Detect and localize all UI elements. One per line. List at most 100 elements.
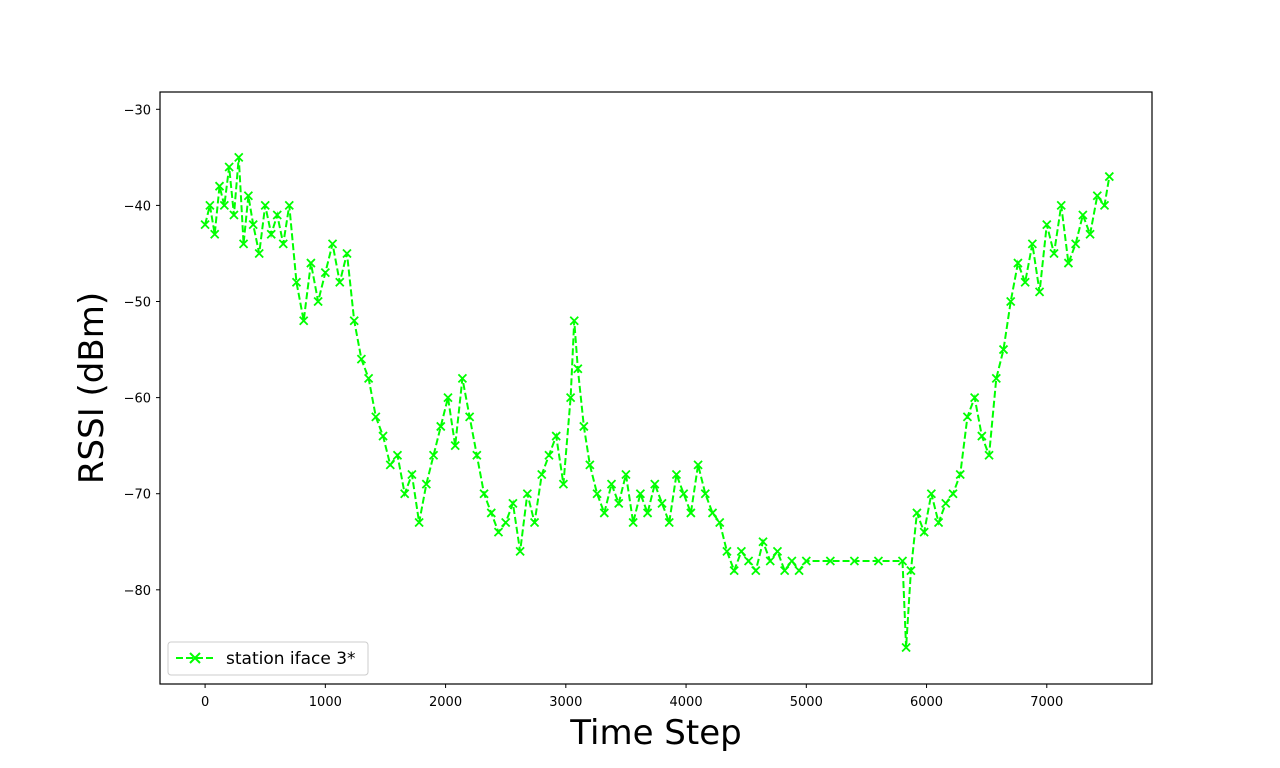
- data-point-marker: [200, 219, 210, 230]
- data-point-marker: [313, 296, 323, 307]
- legend: station iface 3*: [167, 641, 369, 676]
- data-point-marker: [436, 421, 446, 432]
- data-point-marker: [991, 373, 1001, 384]
- data-point-marker: [392, 450, 403, 460]
- data-point-marker: [849, 556, 860, 566]
- data-point-marker: [765, 556, 775, 566]
- data-point-marker: [1092, 191, 1102, 201]
- data-point-marker: [592, 489, 602, 499]
- plot-frame: [159, 91, 1153, 685]
- x-tick-label: 3000: [549, 695, 582, 710]
- data-point-marker: [642, 508, 653, 518]
- x-tick-label: 7000: [1030, 695, 1063, 710]
- data-point-marker: [1056, 200, 1066, 211]
- data-point-marker: [544, 450, 554, 460]
- data-point-marker: [493, 527, 504, 537]
- legend-label: station iface 3*: [226, 649, 356, 669]
- data-point-marker: [1078, 210, 1088, 220]
- data-point-marker: [472, 450, 482, 460]
- y-axis-ticks: −30 −40 −50 −60 −70 −80: [124, 103, 160, 599]
- data-point-marker: [941, 498, 951, 508]
- data-point-marker: [501, 517, 511, 528]
- x-axis-ticks: 0 1000 2000 3000 4000 5000 6000 7000: [201, 684, 1063, 710]
- data-point-marker: [414, 517, 424, 528]
- data-point-marker: [906, 565, 916, 576]
- data-point-marker: [693, 460, 703, 470]
- data-point-marker: [238, 239, 249, 249]
- data-point-marker: [400, 489, 410, 499]
- x-tick-label: 4000: [670, 695, 703, 710]
- data-point-marker: [537, 469, 547, 480]
- data-point-marker: [291, 277, 302, 287]
- data-point-marker: [363, 373, 374, 384]
- data-point-marker: [794, 565, 804, 576]
- data-point-marker: [901, 642, 911, 653]
- data-point-marker: [1042, 219, 1052, 230]
- data-point-marker: [299, 316, 309, 326]
- series-layer: [200, 152, 1114, 653]
- data-point-marker: [224, 162, 234, 172]
- data-point-marker: [349, 316, 359, 326]
- data-point-marker: [1034, 287, 1045, 297]
- data-point-marker: [751, 565, 761, 576]
- data-point-marker: [1020, 277, 1030, 287]
- data-point-marker: [780, 565, 790, 576]
- data-point-marker: [707, 508, 718, 518]
- data-point-marker: [371, 412, 381, 422]
- data-point-marker: [229, 210, 239, 220]
- data-point-marker: [327, 239, 338, 249]
- data-point-marker: [479, 489, 489, 499]
- data-point-marker: [522, 489, 532, 499]
- data-point-marker: [743, 556, 754, 566]
- y-axis-label: RSSI (dBm): [72, 292, 112, 484]
- data-point-marker: [248, 219, 258, 230]
- data-point-marker: [599, 508, 609, 518]
- data-point-marker: [266, 229, 276, 239]
- data-point-marker: [664, 517, 674, 528]
- data-point-marker: [579, 421, 589, 432]
- data-point-marker: [407, 469, 417, 480]
- data-point-marker: [1049, 248, 1059, 259]
- x-axis-label: Time Step: [569, 713, 741, 753]
- y-tick-label: −60: [124, 392, 151, 407]
- legend-box: [167, 641, 369, 676]
- data-point-marker: [214, 181, 225, 191]
- data-point-marker: [529, 517, 540, 528]
- data-point-marker: [635, 489, 646, 499]
- data-point-marker: [873, 556, 884, 566]
- data-point-marker: [787, 556, 797, 566]
- data-point-marker: [284, 200, 294, 211]
- data-point-marker: [955, 469, 965, 480]
- data-point-marker: [722, 546, 732, 557]
- data-point-marker: [457, 373, 468, 384]
- data-point-marker: [671, 469, 682, 480]
- data-point-marker: [558, 479, 569, 489]
- data-point-marker: [1104, 171, 1114, 182]
- data-point-marker: [1006, 296, 1016, 307]
- data-point-marker: [272, 210, 282, 220]
- data-point-marker: [700, 489, 710, 499]
- data-point-marker: [650, 479, 660, 489]
- data-point-marker: [210, 229, 220, 239]
- y-tick-label: −40: [124, 199, 151, 214]
- data-point-marker: [260, 200, 270, 211]
- data-point-marker: [614, 498, 624, 508]
- data-point-marker: [736, 546, 747, 557]
- data-point-marker: [621, 469, 631, 480]
- data-point-marker: [378, 431, 388, 441]
- data-point-marker: [243, 191, 254, 201]
- data-point-marker: [1085, 229, 1095, 239]
- data-point-marker: [508, 498, 518, 508]
- data-point-marker: [1027, 239, 1037, 249]
- data-point-marker: [897, 556, 908, 566]
- data-point-marker: [628, 517, 638, 528]
- data-point-marker: [306, 258, 316, 268]
- data-point-marker: [569, 316, 579, 326]
- data-point-marker: [912, 508, 922, 518]
- data-point-marker: [551, 431, 561, 441]
- data-point-marker: [1099, 200, 1110, 211]
- x-tick-label: 5000: [790, 695, 823, 710]
- data-point-marker: [421, 479, 431, 489]
